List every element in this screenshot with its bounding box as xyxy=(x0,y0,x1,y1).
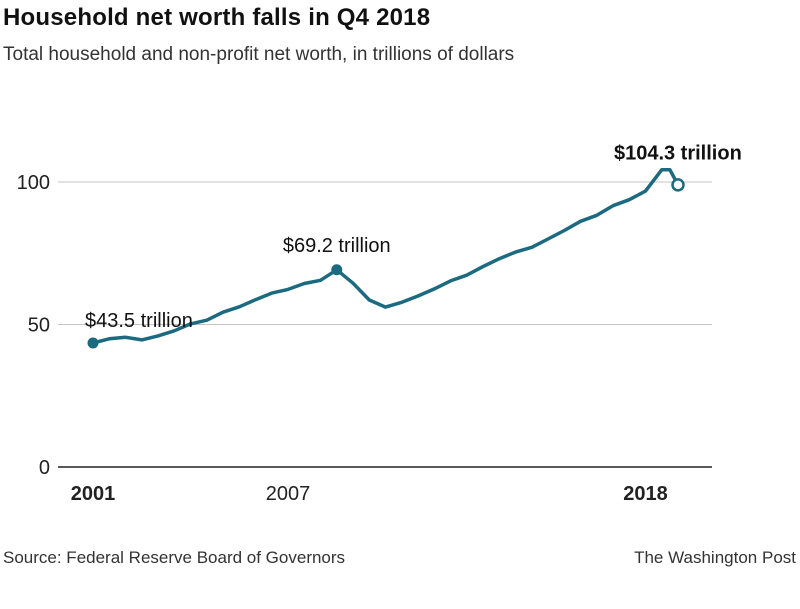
series-line xyxy=(91,167,680,345)
annotation-label: $69.2 trillion xyxy=(283,235,391,257)
x-tick-label: 2018 xyxy=(623,483,668,505)
chart-subtitle: Total household and non-profit net worth… xyxy=(3,44,515,65)
y-tick-label: 0 xyxy=(39,457,50,479)
x-tick-label: 2007 xyxy=(266,483,311,505)
y-tick-label: 100 xyxy=(17,172,50,194)
publisher-credit: The Washington Post xyxy=(634,548,796,567)
annotation-marker xyxy=(87,337,99,349)
annotation-marker xyxy=(331,264,343,276)
endpoint-marker xyxy=(671,178,685,192)
y-tick-label: 50 xyxy=(28,315,50,337)
annotation-label: $104.3 trillion xyxy=(614,143,742,165)
chart-title: Household net worth falls in Q4 2018 xyxy=(3,4,431,31)
annotation-label: $43.5 trillion xyxy=(85,310,193,332)
source-note: Source: Federal Reserve Board of Governo… xyxy=(3,548,346,567)
x-tick-label: 2001 xyxy=(71,483,116,505)
